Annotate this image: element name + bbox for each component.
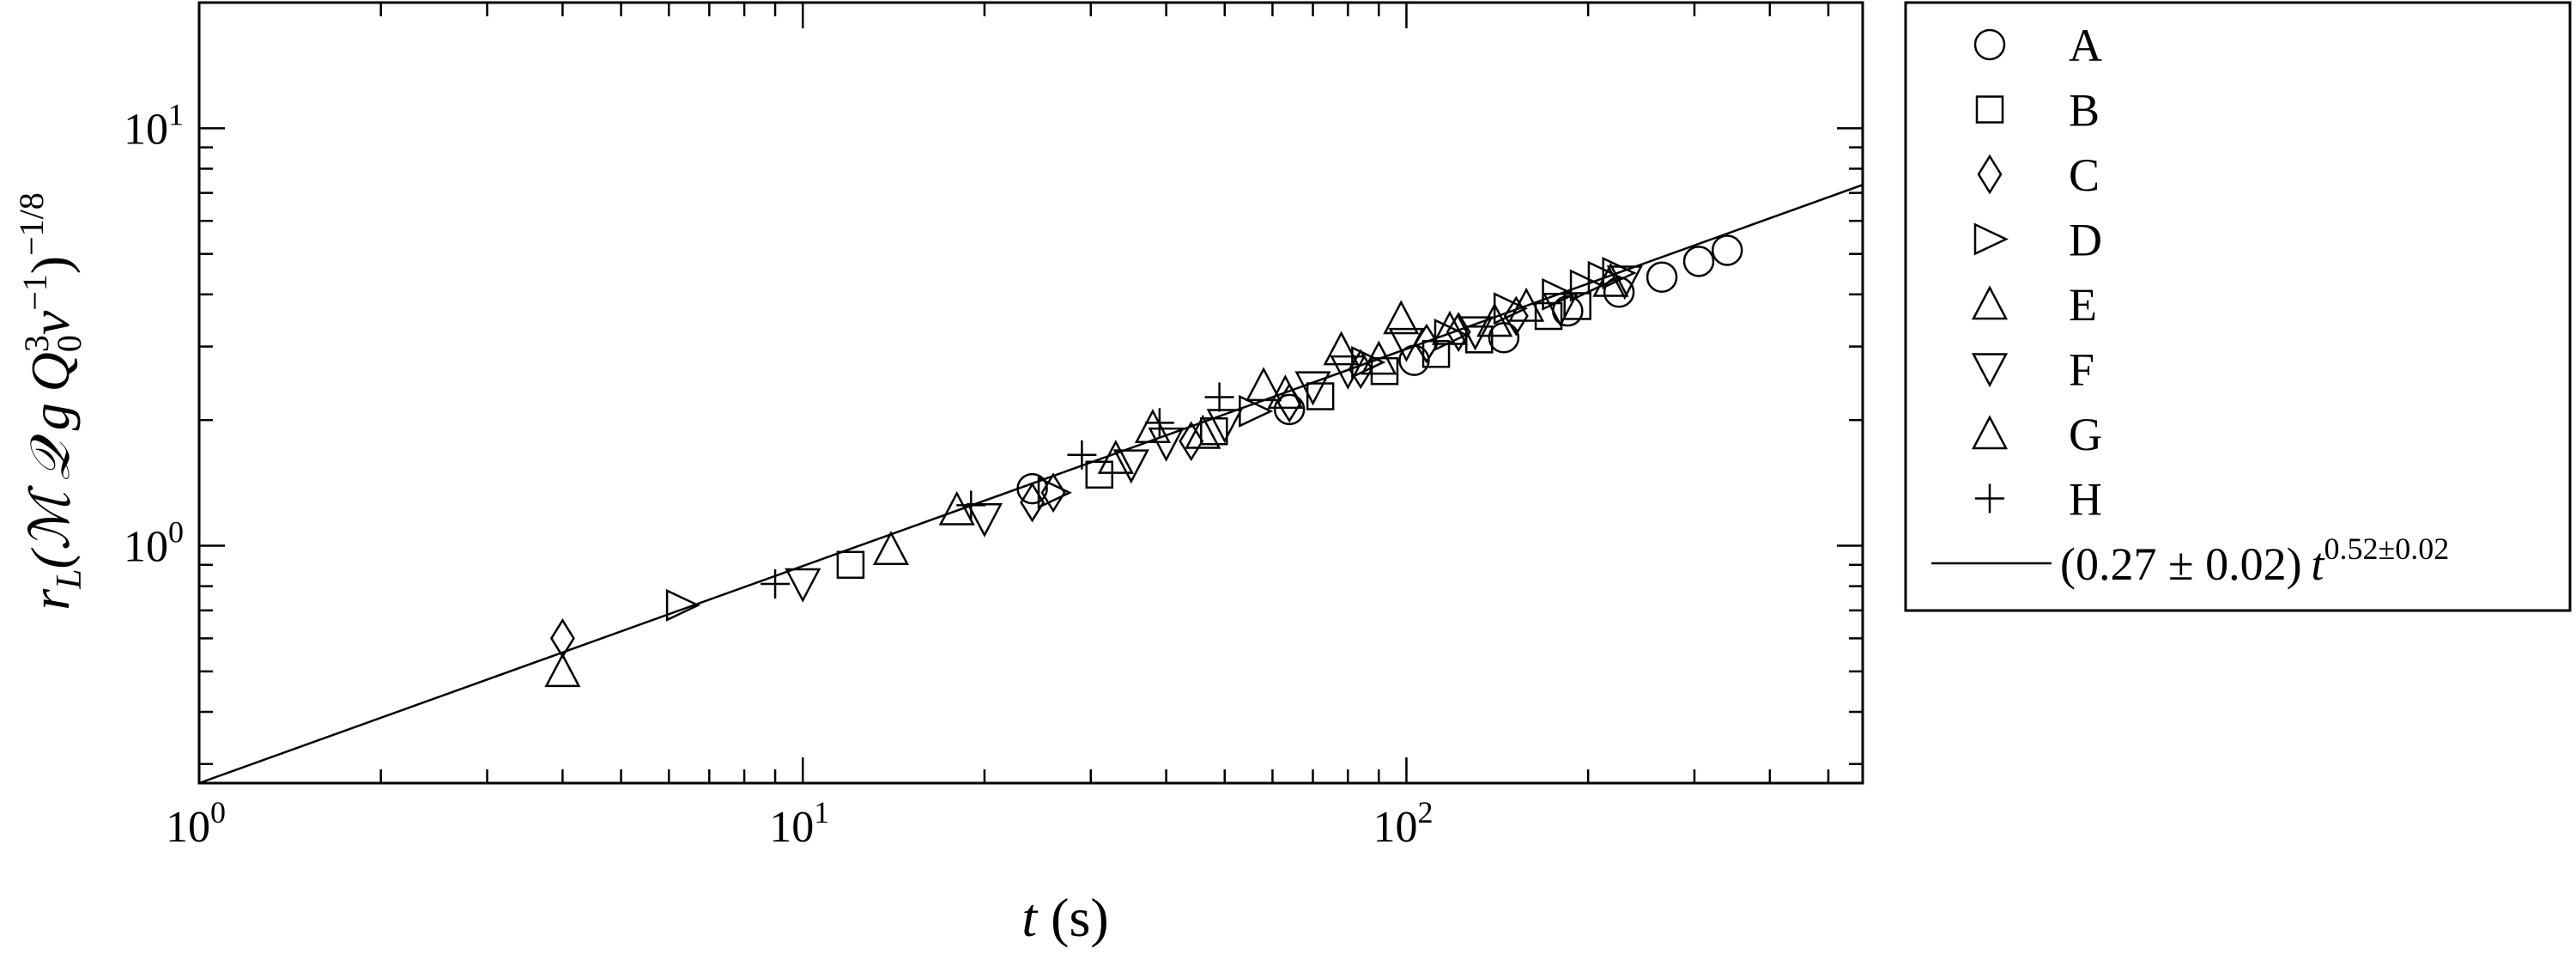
plot-frame <box>197 1 1864 785</box>
data-point-g <box>1476 302 1513 337</box>
data-point-f <box>1294 371 1331 406</box>
legend-marker-h <box>1975 483 2004 513</box>
x-tick-label: 101 <box>769 795 829 852</box>
data-point-f <box>1388 327 1425 362</box>
data-point-d <box>1569 269 1604 302</box>
data-point-d <box>1037 476 1072 509</box>
data-point-d <box>1433 318 1469 351</box>
data-point-f <box>1457 316 1494 351</box>
data-point-f <box>1148 427 1185 462</box>
x-tick-label: 100 <box>166 795 226 852</box>
data-point-h <box>761 569 791 599</box>
legend-marker-c <box>1977 154 2003 195</box>
data-point-g <box>1267 374 1304 410</box>
data-point-e <box>1383 300 1420 335</box>
data-point-h <box>1067 440 1097 470</box>
data-point-g <box>1134 409 1172 444</box>
legend-label-c: C <box>2069 149 2100 201</box>
data-point-f <box>1206 409 1243 444</box>
data-point-a <box>1488 322 1520 354</box>
x-axis-label: t (s) <box>1021 887 1108 948</box>
axes-frame-group <box>197 1 1864 785</box>
y-axis-label: rL(ℳ 𝒬 g Q03ν−1)−1/8 <box>12 192 89 611</box>
data-point-e <box>1246 367 1282 402</box>
fit-line <box>198 184 1864 785</box>
data-point-c <box>1446 312 1471 353</box>
legend-label-f: F <box>2069 344 2094 396</box>
y-tick-label: 100 <box>124 515 184 572</box>
data-point-b <box>1306 382 1335 410</box>
legend-label-a: A <box>2069 20 2102 71</box>
data-point-h <box>1204 382 1234 412</box>
data-point-f <box>1542 293 1579 327</box>
data-point-h <box>1144 408 1174 438</box>
legend-label-fit: (0.27 ± 0.02) t0.52±0.02 <box>2060 532 2449 590</box>
data-point-a <box>1016 472 1048 505</box>
legend-label-e: E <box>2069 279 2097 331</box>
data-point-d <box>1351 345 1386 379</box>
data-point-e <box>1592 262 1629 297</box>
data-point-d <box>1542 277 1577 311</box>
legend-marker-d <box>1973 222 2009 256</box>
data-point-b <box>1085 460 1114 489</box>
data-point-d <box>665 588 701 622</box>
x-tick-label: 102 <box>1373 795 1433 852</box>
data-point-a <box>1646 261 1678 293</box>
legend-marker-a <box>1973 28 2006 61</box>
data-point-f <box>1606 265 1643 301</box>
data-point-b <box>836 550 865 580</box>
legend-label-g: G <box>2069 409 2102 460</box>
data-point-g <box>1097 439 1134 474</box>
data-point-e <box>1431 310 1469 345</box>
legend-marker-b <box>1975 95 2004 124</box>
data-point-f <box>1330 355 1367 390</box>
data-point-a <box>1398 344 1430 376</box>
legend-box <box>1904 1 2572 612</box>
data-point-f <box>966 502 1003 538</box>
legend-label-b: B <box>2069 85 2100 137</box>
data-point-f <box>785 568 821 603</box>
data-point-c <box>1179 421 1204 462</box>
legend-marker-e <box>1971 285 2009 320</box>
data-point-e <box>938 490 975 526</box>
data-points-group <box>544 234 1743 688</box>
data-point-c <box>549 618 575 659</box>
data-point-f <box>1112 449 1149 484</box>
y-tick-label: 101 <box>124 97 184 154</box>
data-point-g <box>1361 340 1397 375</box>
data-point-a <box>1273 393 1306 426</box>
legend-label-d: D <box>2069 215 2102 266</box>
fit-line-group <box>198 184 1864 785</box>
data-point-a <box>1682 246 1715 277</box>
data-point-e <box>872 531 910 566</box>
legend-label-h: H <box>2069 474 2102 526</box>
data-point-c <box>1040 472 1066 513</box>
data-point-e <box>544 653 581 688</box>
data-point-a <box>1711 234 1743 266</box>
data-point-e <box>1323 331 1360 366</box>
data-point-d <box>1493 292 1529 325</box>
axis-labels-group: 100 101 102 100 101 t (s) rL(ℳ 𝒬 g Q03ν−1)−1/8 <box>12 97 1433 948</box>
data-point-h <box>956 490 986 520</box>
data-point-g <box>1185 414 1221 449</box>
data-point-e <box>1508 287 1545 322</box>
legend-marker-f <box>1971 353 2009 388</box>
legend-marker-g <box>1971 415 2009 450</box>
